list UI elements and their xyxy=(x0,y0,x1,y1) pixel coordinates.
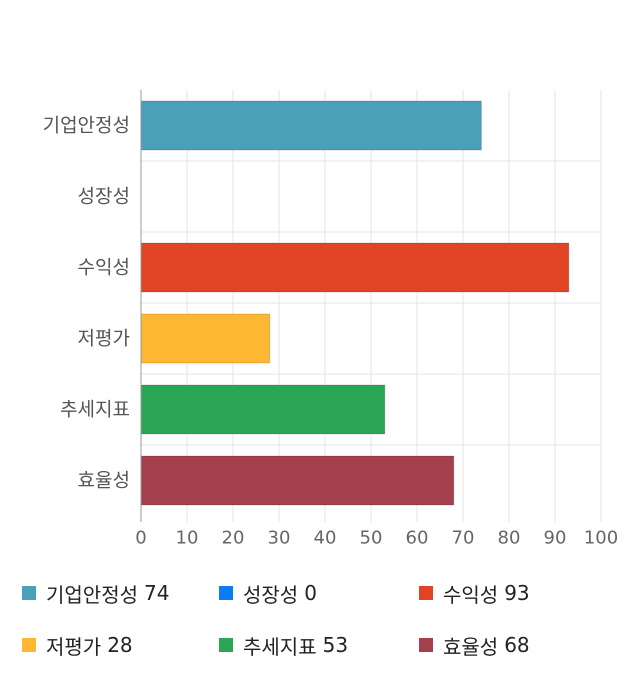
bar-4[interactable] xyxy=(140,384,386,435)
legend-label-5: 효율성 xyxy=(443,634,499,659)
legend-swatch-1 xyxy=(219,586,233,600)
legend-item-0[interactable]: 기업안정성 74 xyxy=(22,578,219,608)
x-tick-label-10: 10 xyxy=(176,528,199,549)
category-label-3: 저평가 xyxy=(78,328,130,350)
bar-5[interactable] xyxy=(140,455,455,506)
x-tick-label-30: 30 xyxy=(268,528,291,549)
x-tick-label-0: 0 xyxy=(135,528,146,549)
grid-lines xyxy=(141,90,602,522)
legend-item-2[interactable]: 수익성 93 xyxy=(419,578,619,608)
legend-swatch-0 xyxy=(22,586,36,600)
legend-swatch-2 xyxy=(419,586,433,600)
legend-label-4: 추세지표 xyxy=(243,634,317,659)
bar-2[interactable] xyxy=(140,242,570,293)
x-tick-label-20: 20 xyxy=(222,528,245,549)
legend-swatch-5 xyxy=(419,638,433,652)
bar-0[interactable] xyxy=(140,100,482,151)
legend-item-3[interactable]: 저평가 28 xyxy=(22,630,219,660)
legend-value-2: 93 xyxy=(504,581,530,605)
legend-label-3: 저평가 xyxy=(46,634,102,659)
x-tick-label-80: 80 xyxy=(498,528,521,549)
legend-label-0: 기업안정성 xyxy=(46,582,138,607)
category-label-5: 효율성 xyxy=(78,470,130,492)
category-label-4: 추세지표 xyxy=(60,399,130,421)
legend-value-5: 68 xyxy=(504,633,530,657)
category-label-2: 수익성 xyxy=(78,257,130,279)
legend-value-3: 28 xyxy=(107,633,133,657)
legend-value-1: 0 xyxy=(304,581,317,605)
legend: 기업안정성 74 성장성 0 수익성 93 저평가 28 추세지표 53 효율성 68 xyxy=(22,578,622,660)
legend-label-1: 성장성 xyxy=(243,582,299,607)
x-tick-label-100: 100 xyxy=(584,528,618,549)
legend-item-4[interactable]: 추세지표 53 xyxy=(219,630,419,660)
legend-value-0: 74 xyxy=(144,581,170,605)
category-label-0: 기업안정성 xyxy=(43,115,130,137)
x-tick-label-90: 90 xyxy=(544,528,567,549)
bars xyxy=(140,100,570,506)
legend-swatch-3 xyxy=(22,638,36,652)
x-tick-label-60: 60 xyxy=(406,528,429,549)
legend-value-4: 53 xyxy=(322,633,349,657)
legend-item-5[interactable]: 효율성 68 xyxy=(419,630,619,660)
category-label-1: 성장성 xyxy=(78,186,130,208)
bar-3[interactable] xyxy=(140,313,271,364)
legend-swatch-4 xyxy=(219,638,233,652)
x-tick-label-50: 50 xyxy=(360,528,383,549)
legend-label-2: 수익성 xyxy=(443,582,499,607)
x-tick-labels: 0 10 20 30 40 50 60 70 80 90 100 xyxy=(135,528,618,549)
legend-item-1[interactable]: 성장성 0 xyxy=(219,578,419,608)
x-tick-label-40: 40 xyxy=(314,528,337,549)
x-tick-label-70: 70 xyxy=(452,528,475,549)
